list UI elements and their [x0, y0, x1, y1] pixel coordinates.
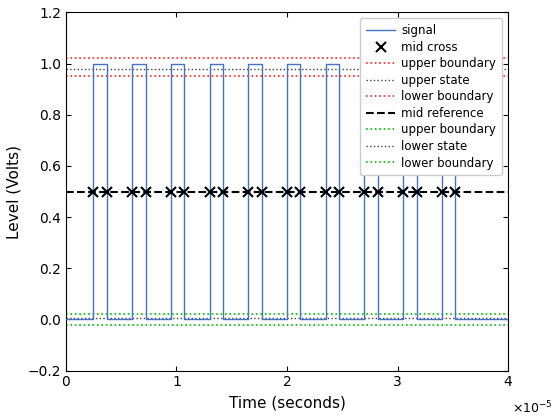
mid cross: [142, 189, 149, 194]
signal: [220, 317, 226, 322]
signal: [90, 61, 97, 66]
mid cross: [283, 189, 290, 194]
signal: [413, 317, 420, 322]
X-axis label: Time (seconds): Time (seconds): [228, 395, 346, 410]
Y-axis label: Level (Volts): Level (Volts): [7, 144, 22, 239]
signal: [413, 61, 420, 66]
Text: $\times10^{-5}$: $\times10^{-5}$: [512, 399, 553, 416]
mid cross: [259, 189, 265, 194]
signal: [438, 61, 445, 66]
signal: [452, 317, 459, 322]
mid cross: [90, 189, 97, 194]
signal: [142, 317, 149, 322]
Line: mid cross: mid cross: [88, 186, 460, 197]
mid cross: [438, 189, 445, 194]
signal: [259, 317, 265, 322]
mid cross: [220, 189, 226, 194]
mid cross: [413, 189, 420, 194]
Line: signal: signal: [66, 63, 508, 320]
mid cross: [104, 189, 110, 194]
mid cross: [400, 189, 407, 194]
signal: [181, 61, 188, 66]
signal: [400, 317, 407, 322]
signal: [104, 317, 110, 322]
signal: [142, 61, 149, 66]
signal: [90, 317, 97, 322]
signal: [167, 61, 174, 66]
mid cross: [129, 189, 136, 194]
signal: [361, 61, 368, 66]
mid cross: [206, 189, 213, 194]
signal: [245, 61, 251, 66]
signal: [167, 317, 174, 322]
signal: [375, 317, 381, 322]
mid cross: [323, 189, 329, 194]
signal: [297, 317, 304, 322]
Legend: signal, mid cross, upper boundary, upper state, lower boundary, mid reference, u: signal, mid cross, upper boundary, upper…: [360, 18, 502, 176]
mid cross: [452, 189, 459, 194]
signal: [283, 317, 290, 322]
signal: [452, 61, 459, 66]
signal: [245, 317, 251, 322]
mid cross: [297, 189, 304, 194]
signal: [438, 317, 445, 322]
signal: [129, 317, 136, 322]
signal: [336, 317, 343, 322]
signal: [206, 61, 213, 66]
signal: [181, 317, 188, 322]
signal: [505, 317, 511, 322]
signal: [361, 317, 368, 322]
signal: [400, 61, 407, 66]
signal: [297, 61, 304, 66]
signal: [375, 61, 381, 66]
signal: [206, 317, 213, 322]
signal: [129, 61, 136, 66]
mid cross: [181, 189, 188, 194]
signal: [63, 317, 69, 322]
signal: [336, 61, 343, 66]
mid cross: [375, 189, 381, 194]
signal: [323, 61, 329, 66]
signal: [283, 61, 290, 66]
mid cross: [336, 189, 343, 194]
mid cross: [361, 189, 368, 194]
signal: [220, 61, 226, 66]
mid cross: [245, 189, 251, 194]
mid cross: [167, 189, 174, 194]
signal: [323, 317, 329, 322]
signal: [259, 61, 265, 66]
signal: [104, 61, 110, 66]
